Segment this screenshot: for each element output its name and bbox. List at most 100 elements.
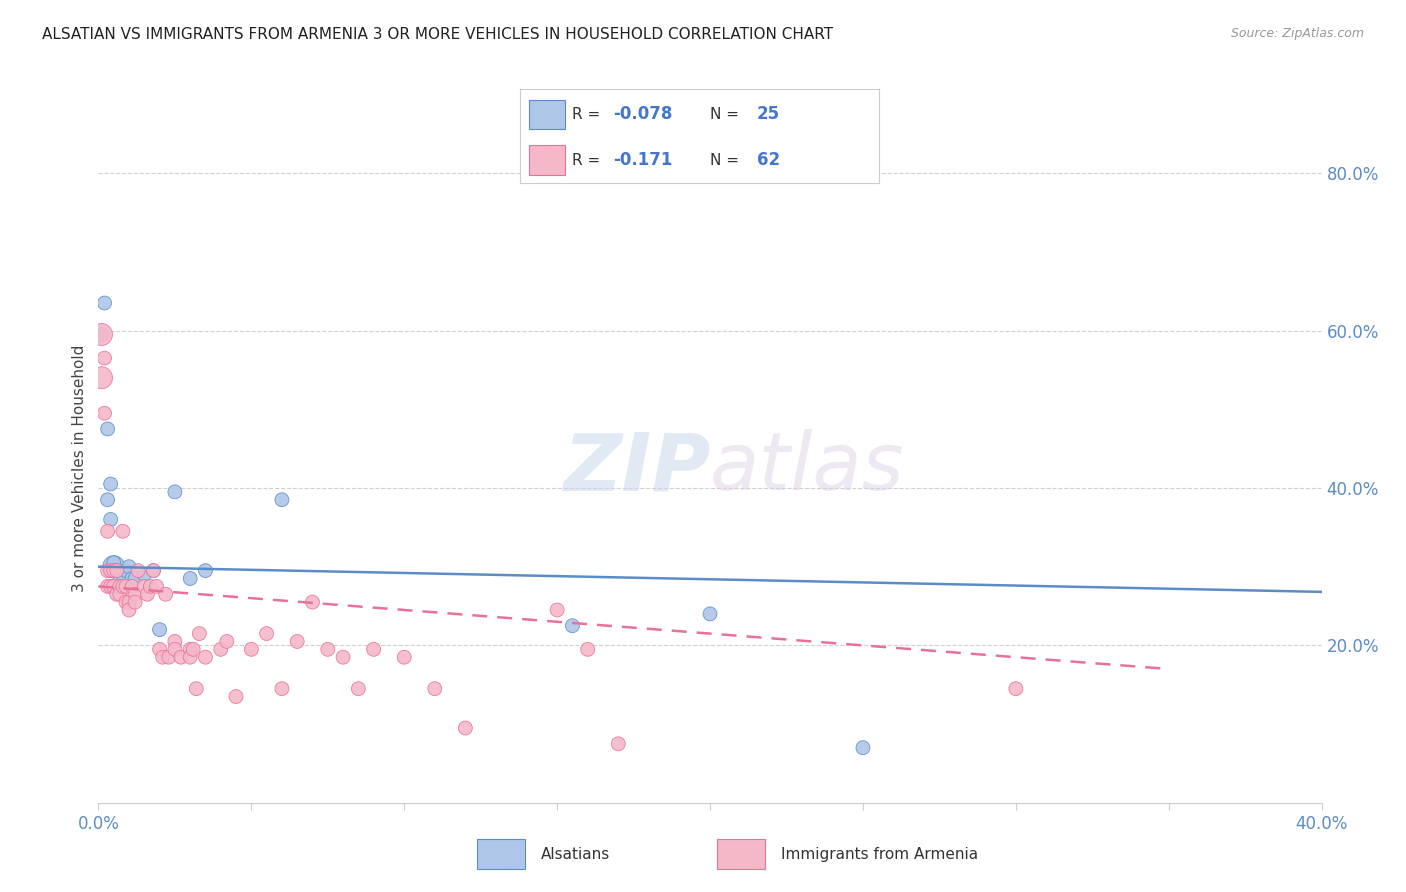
Point bbox=[97, 579, 120, 593]
Text: atlas: atlas bbox=[710, 429, 905, 508]
Point bbox=[546, 603, 568, 617]
Point bbox=[97, 564, 120, 578]
Point bbox=[100, 564, 122, 578]
Point bbox=[392, 650, 416, 665]
Text: ALSATIAN VS IMMIGRANTS FROM ARMENIA 3 OR MORE VEHICLES IN HOUSEHOLD CORRELATION : ALSATIAN VS IMMIGRANTS FROM ARMENIA 3 OR… bbox=[42, 27, 834, 42]
Point bbox=[90, 327, 112, 342]
Text: -0.078: -0.078 bbox=[613, 105, 673, 123]
Point bbox=[576, 642, 599, 657]
Point bbox=[115, 579, 138, 593]
Point bbox=[118, 559, 141, 574]
Point bbox=[149, 642, 172, 657]
Point bbox=[270, 681, 292, 696]
Point bbox=[105, 564, 128, 578]
Text: Alsatians: Alsatians bbox=[541, 847, 610, 862]
Point bbox=[852, 740, 875, 755]
Point bbox=[699, 607, 721, 621]
Point bbox=[186, 681, 208, 696]
Point bbox=[111, 524, 134, 539]
Point bbox=[179, 642, 201, 657]
Point bbox=[90, 371, 112, 385]
Text: N =: N = bbox=[710, 153, 744, 168]
Point bbox=[118, 595, 141, 609]
Point bbox=[108, 579, 131, 593]
Text: R =: R = bbox=[572, 107, 606, 122]
Point bbox=[124, 595, 146, 609]
Point bbox=[423, 681, 446, 696]
FancyBboxPatch shape bbox=[529, 100, 565, 129]
Point bbox=[100, 579, 122, 593]
Point bbox=[134, 567, 156, 582]
Point bbox=[332, 650, 354, 665]
Point bbox=[103, 579, 125, 593]
Point bbox=[142, 564, 165, 578]
Text: Immigrants from Armenia: Immigrants from Armenia bbox=[782, 847, 979, 862]
Text: 25: 25 bbox=[756, 105, 780, 123]
Point bbox=[105, 587, 128, 601]
Point bbox=[111, 579, 134, 593]
Point bbox=[111, 567, 134, 582]
Point bbox=[145, 579, 167, 593]
Point bbox=[1004, 681, 1026, 696]
Point bbox=[209, 642, 232, 657]
Point bbox=[194, 564, 217, 578]
Point bbox=[100, 477, 122, 491]
Point bbox=[188, 626, 211, 640]
Point bbox=[93, 406, 115, 420]
Point bbox=[136, 587, 159, 601]
Point bbox=[225, 690, 247, 704]
Point bbox=[127, 564, 149, 578]
Point bbox=[105, 564, 128, 578]
Point bbox=[149, 623, 172, 637]
Point bbox=[285, 634, 308, 648]
Point bbox=[157, 650, 180, 665]
Point bbox=[118, 603, 141, 617]
FancyBboxPatch shape bbox=[717, 839, 765, 869]
Point bbox=[90, 327, 112, 342]
Point bbox=[561, 618, 583, 632]
Point bbox=[163, 634, 186, 648]
Point bbox=[93, 351, 115, 365]
Point bbox=[115, 595, 138, 609]
Point bbox=[170, 650, 193, 665]
Point bbox=[115, 564, 138, 578]
Point bbox=[194, 650, 217, 665]
Point bbox=[100, 512, 122, 526]
Point bbox=[607, 737, 630, 751]
Point bbox=[124, 572, 146, 586]
Point bbox=[142, 564, 165, 578]
Point bbox=[347, 681, 370, 696]
Point bbox=[454, 721, 477, 735]
Point bbox=[256, 626, 278, 640]
Point bbox=[124, 587, 146, 601]
Point bbox=[240, 642, 263, 657]
Point bbox=[163, 642, 186, 657]
Y-axis label: 3 or more Vehicles in Household: 3 or more Vehicles in Household bbox=[72, 344, 87, 592]
Point bbox=[215, 634, 238, 648]
Point bbox=[179, 650, 201, 665]
Point bbox=[270, 492, 292, 507]
Point bbox=[97, 524, 120, 539]
Text: Source: ZipAtlas.com: Source: ZipAtlas.com bbox=[1230, 27, 1364, 40]
Point bbox=[121, 572, 143, 586]
Point bbox=[108, 572, 131, 586]
Point bbox=[316, 642, 339, 657]
Point bbox=[97, 492, 120, 507]
Text: N =: N = bbox=[710, 107, 744, 122]
Point bbox=[139, 579, 162, 593]
Text: R =: R = bbox=[572, 153, 606, 168]
Point bbox=[181, 642, 204, 657]
Text: -0.171: -0.171 bbox=[613, 152, 673, 169]
FancyBboxPatch shape bbox=[529, 145, 565, 176]
Point bbox=[97, 422, 120, 436]
Point bbox=[103, 559, 125, 574]
Point bbox=[163, 484, 186, 499]
Point bbox=[134, 579, 156, 593]
Point bbox=[152, 650, 174, 665]
Point bbox=[121, 579, 143, 593]
Point bbox=[103, 564, 125, 578]
Point bbox=[155, 587, 177, 601]
Point bbox=[108, 587, 131, 601]
FancyBboxPatch shape bbox=[477, 839, 524, 869]
Text: ZIP: ZIP bbox=[562, 429, 710, 508]
